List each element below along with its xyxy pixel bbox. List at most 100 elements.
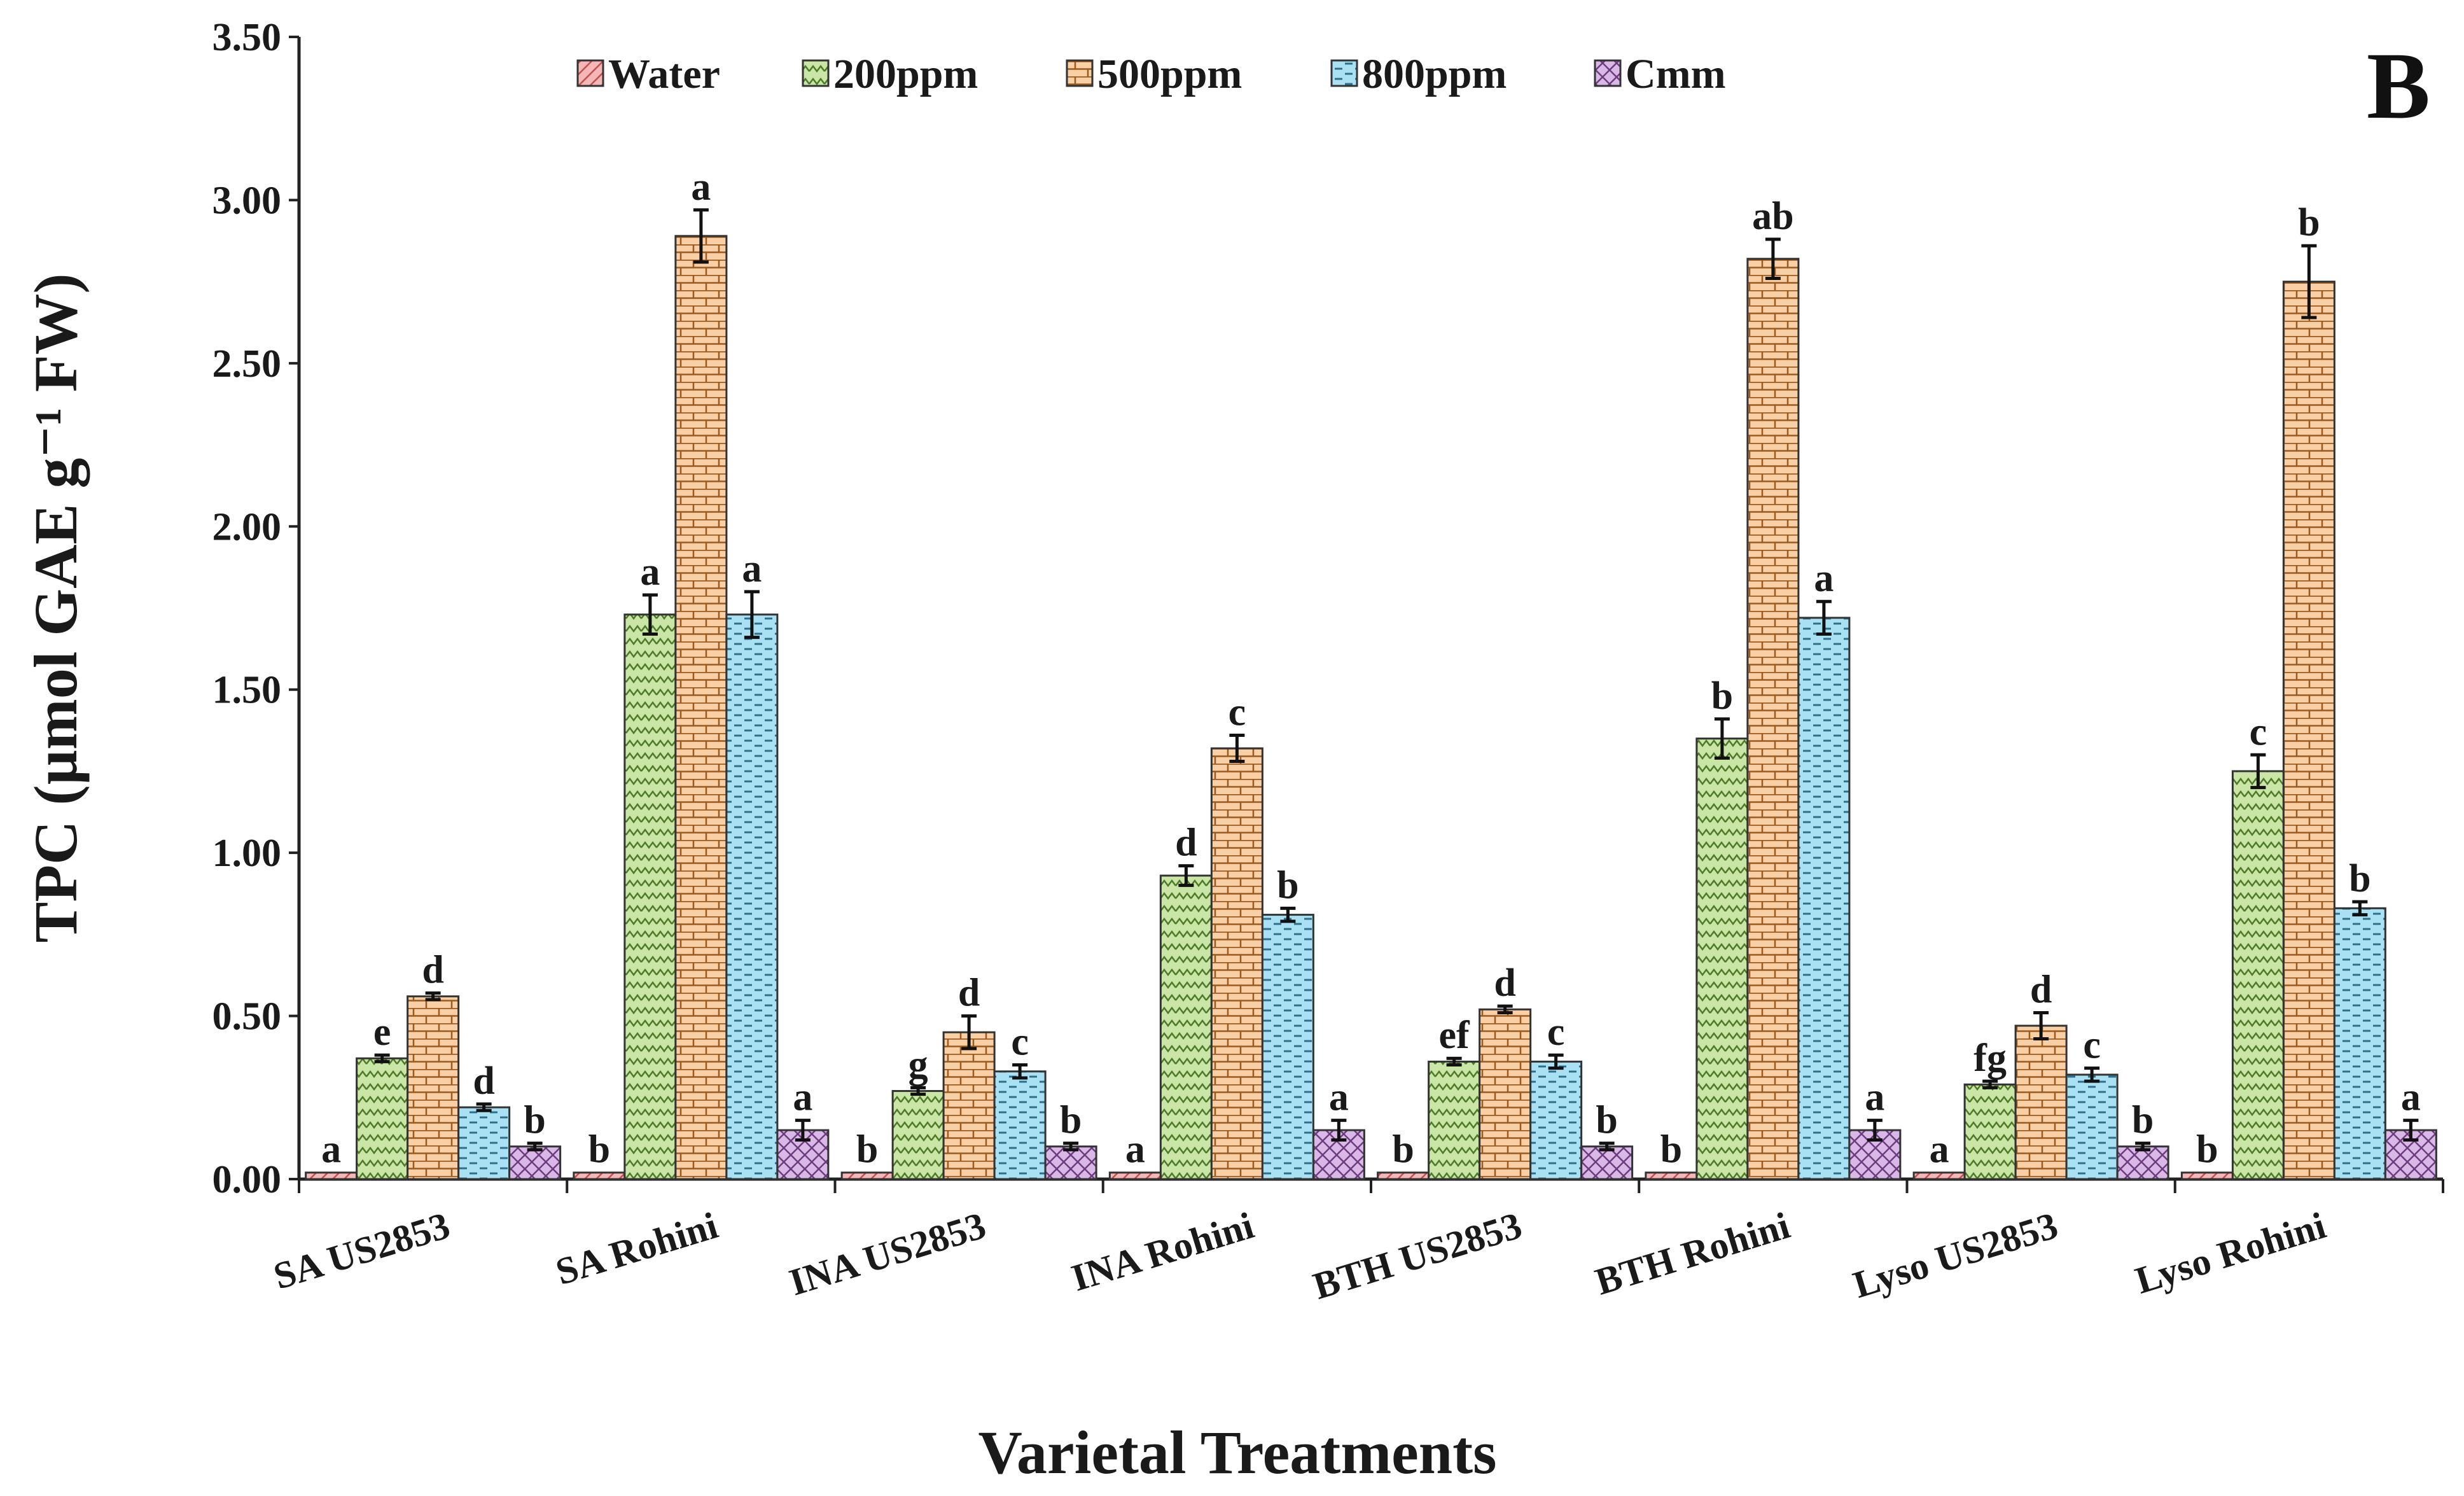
significance-label: c [2083, 1024, 2101, 1067]
error-bar [2301, 244, 2317, 319]
bar [725, 613, 779, 1180]
significance-label: c [1229, 691, 1246, 734]
y-tick-label: 3.50 [212, 16, 282, 59]
x-tick-label: SA US2853 [268, 1204, 454, 1297]
bar [2014, 1024, 2068, 1180]
x-axis-title: Varietal Treatments [978, 1418, 1497, 1486]
x-tick-label: BTH US2853 [1308, 1204, 1526, 1307]
bar [1479, 1008, 1532, 1180]
significance-label: a [1329, 1076, 1349, 1119]
bar [573, 1171, 626, 1180]
significance-label: a [691, 165, 711, 209]
significance-label: a [1930, 1128, 1949, 1171]
legend-label: 800ppm [1362, 51, 1507, 97]
bar [1261, 914, 1314, 1180]
bar [356, 1057, 409, 1180]
x-axis: SA US2853 SA Rohini INA US2853 INA Rohini BT… [268, 1177, 2444, 1307]
error-bar [642, 593, 658, 636]
significance-label: fg [1973, 1037, 2007, 1080]
error-bar [425, 991, 441, 1002]
bar [1963, 1083, 2017, 1180]
x-tick-label: SA Rohini [551, 1204, 723, 1293]
significance-label: a [793, 1076, 812, 1119]
bar [1044, 1145, 1097, 1180]
bar [1159, 874, 1213, 1180]
bar [891, 1090, 945, 1180]
bars: a b b a b b a beagdefbfgcdadcdabdbdacbcacbbabab… [305, 165, 2437, 1180]
significance-label: ab [1752, 195, 1793, 238]
error-bar [1548, 1053, 1564, 1070]
significance-label: b [2196, 1128, 2218, 1171]
error-bar [1331, 1119, 1347, 1142]
error-bar [374, 1053, 390, 1063]
bar [1108, 1171, 1162, 1180]
y-tick-label: 2.50 [212, 342, 282, 386]
significance-label: d [2030, 968, 2052, 1011]
significance-label: b [856, 1128, 878, 1171]
significance-label: a [321, 1128, 341, 1171]
significance-label: d [422, 949, 443, 992]
error-bar [1229, 734, 1245, 764]
bar [1645, 1171, 1698, 1180]
significance-label: b [1277, 863, 1298, 907]
significance-label: a [742, 547, 762, 591]
significance-label: a [1814, 557, 1834, 600]
significance-label: b [2298, 201, 2320, 244]
legend-label: 500ppm [1097, 51, 1242, 97]
y-tick-label: 1.50 [212, 669, 282, 712]
legend-swatch [802, 59, 830, 87]
significance-label: b [1660, 1128, 1682, 1171]
error-bar [795, 1119, 811, 1142]
error-bar [2352, 900, 2368, 917]
bar [1797, 617, 1851, 1180]
significance-label: b [1392, 1128, 1414, 1171]
bar [1428, 1060, 1481, 1180]
error-bar [1982, 1079, 1998, 1089]
legend-swatch [1594, 59, 1622, 87]
significance-label: a [640, 550, 660, 594]
significance-label: b [2349, 857, 2370, 900]
bar [2231, 770, 2285, 1180]
y-axis-title: TPC (µmol GAE g⁻¹ FW) [22, 273, 90, 942]
error-bar [2135, 1142, 2151, 1152]
y-tick-label: 0.00 [212, 1158, 282, 1201]
significance-label: b [524, 1099, 545, 1142]
bar [1377, 1171, 1430, 1180]
error-bar [527, 1142, 543, 1152]
error-bar [1714, 717, 1730, 760]
x-tick-label: Lyso Rohini [2131, 1204, 2330, 1301]
bar [407, 995, 460, 1180]
bar [1912, 1171, 1966, 1180]
legend-swatch [1330, 59, 1358, 87]
bar [508, 1145, 562, 1180]
legend-label: 200ppm [833, 51, 978, 97]
y-axis: 0.00 0.50 1.00 1.50 2.00 2.50 3.00 3.50 [212, 16, 301, 1201]
legend: Water 200ppm 500ppm 800ppm Cmm [576, 51, 1726, 97]
significance-label: a [1865, 1076, 1884, 1119]
bar [840, 1171, 894, 1180]
legend-label: Water [608, 51, 720, 97]
significance-label: d [473, 1059, 494, 1103]
x-tick-label: INA Rohini [1067, 1204, 1259, 1299]
bar [2065, 1073, 2119, 1180]
significance-label: b [1711, 675, 1733, 718]
bar [1695, 738, 1749, 1180]
error-bar [1178, 864, 1194, 887]
error-bar [1280, 906, 1296, 923]
error-bar [910, 1086, 926, 1096]
y-tick-label: 1.00 [212, 832, 282, 875]
error-bar [1599, 1142, 1615, 1152]
significance-label: a [2401, 1076, 2421, 1119]
significance-label: b [1060, 1099, 1082, 1142]
error-bar [1446, 1056, 1462, 1066]
error-bar [744, 590, 760, 640]
bar [457, 1106, 511, 1180]
bar [1746, 258, 1800, 1180]
significance-label: d [1175, 821, 1197, 865]
error-bar [1816, 599, 1832, 636]
